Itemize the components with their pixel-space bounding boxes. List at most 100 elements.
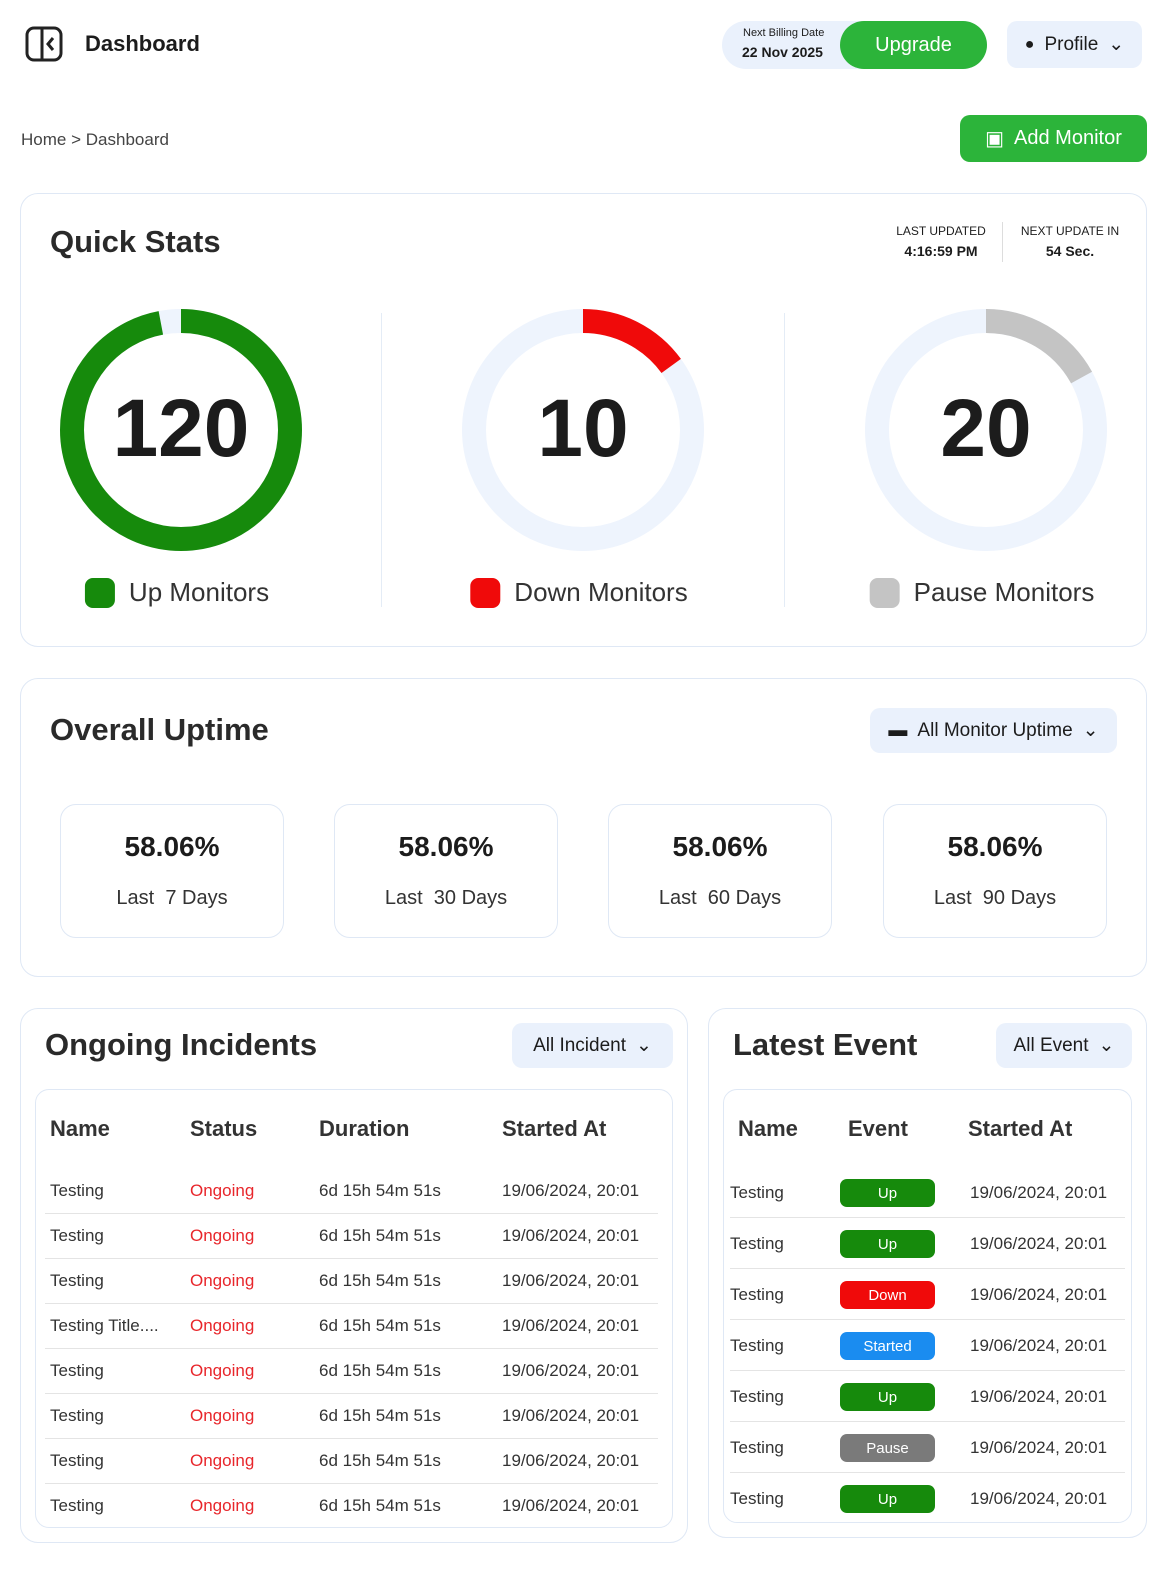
quick-stats-title: Quick Stats <box>50 224 221 259</box>
column-header: Name <box>50 1116 110 1141</box>
cell: Testing <box>50 1226 104 1245</box>
profile-text: Profile <box>1044 33 1099 55</box>
legend-swatch <box>869 578 900 608</box>
crumb-sep: > <box>71 130 82 149</box>
cell: 19/06/2024, 20:01 <box>970 1336 1108 1355</box>
uptime-box: 58.06% Last 30 Days <box>334 804 558 938</box>
add-monitor-text: Add Monitor <box>1014 127 1122 149</box>
cell: Testing <box>730 1387 784 1406</box>
uptime-percent: 58.06% <box>672 831 768 862</box>
cell: Testing <box>50 1181 104 1200</box>
uptime-period: Last 30 Days <box>384 887 508 909</box>
cell: Ongoing <box>190 1451 255 1470</box>
row-divider <box>730 1472 1125 1473</box>
column-header: Started At <box>502 1116 607 1141</box>
billing-label: Next Billing Date <box>743 27 825 39</box>
cell: Ongoing <box>190 1496 255 1515</box>
row-divider <box>45 1483 658 1484</box>
cell: Ongoing <box>190 1271 255 1290</box>
legend-swatch <box>470 578 501 608</box>
row-divider <box>730 1217 1125 1218</box>
row-divider <box>730 1268 1125 1269</box>
cell: 19/06/2024, 20:01 <box>502 1181 640 1200</box>
event-badge: Down <box>840 1281 935 1309</box>
cell: Testing <box>730 1336 784 1355</box>
cell: 19/06/2024, 20:01 <box>502 1316 640 1335</box>
cell: Ongoing <box>190 1316 255 1335</box>
cell: 19/06/2024, 20:01 <box>970 1387 1108 1406</box>
event-badge: Up <box>840 1179 935 1207</box>
incidents-title: Ongoing Incidents <box>45 1027 318 1062</box>
upgrade-button[interactable]: Upgrade <box>840 21 987 69</box>
gauge-arc <box>60 309 302 551</box>
cell: 19/06/2024, 20:01 <box>502 1226 640 1245</box>
gauge-value: 120 <box>113 383 250 474</box>
cell: Testing <box>730 1285 784 1304</box>
row-divider <box>730 1319 1125 1320</box>
event-badge: Up <box>840 1230 935 1258</box>
row-divider <box>45 1303 658 1304</box>
uptime-percent: 58.06% <box>398 831 494 862</box>
cell: Ongoing <box>190 1226 255 1245</box>
last-updated-label: LAST UPDATED <box>896 224 986 238</box>
uptime-percent: 58.06% <box>124 831 220 862</box>
row-divider <box>45 1438 658 1439</box>
cell: 6d 15h 54m 51s <box>319 1406 441 1425</box>
uptime-filter[interactable]: ▬ All Monitor Uptime ⌄ <box>870 708 1117 753</box>
cell: Testing <box>50 1406 104 1425</box>
cell: 19/06/2024, 20:01 <box>502 1361 640 1380</box>
cell: 6d 15h 54m 51s <box>319 1451 441 1470</box>
uptime-filter-text: All Monitor Uptime <box>917 719 1073 741</box>
divider <box>1002 222 1003 262</box>
uptime-box: 58.06% Last 90 Days <box>883 804 1107 938</box>
row-divider <box>45 1348 658 1349</box>
cell: 19/06/2024, 20:01 <box>970 1285 1108 1304</box>
cell: Testing Title.... <box>50 1316 159 1335</box>
cell: 19/06/2024, 20:01 <box>970 1183 1108 1202</box>
cell: 6d 15h 54m 51s <box>319 1226 441 1245</box>
cell: 19/06/2024, 20:01 <box>970 1489 1108 1508</box>
gauge-value: 10 <box>537 383 628 474</box>
add-monitor-button[interactable]: ▣ Add Monitor <box>960 115 1147 162</box>
cell: 6d 15h 54m 51s <box>319 1361 441 1380</box>
breadcrumb: Home > Dashboard <box>21 130 169 150</box>
row-divider <box>45 1258 658 1259</box>
cell: Ongoing <box>190 1406 255 1425</box>
cell: 19/06/2024, 20:01 <box>502 1271 640 1290</box>
cell: 19/06/2024, 20:01 <box>502 1496 640 1515</box>
row-divider <box>730 1421 1125 1422</box>
event-filter-text: All Event <box>1013 1034 1089 1056</box>
logo <box>25 26 63 62</box>
crumb-home[interactable]: Home <box>21 130 67 149</box>
gauge-arc <box>865 309 1107 551</box>
incidents-table <box>35 1089 673 1528</box>
column-header: Duration <box>319 1116 410 1141</box>
uptime-period: Last 60 Days <box>658 887 782 909</box>
gauge-arc <box>462 309 704 551</box>
cell: 19/06/2024, 20:01 <box>970 1234 1108 1253</box>
cell: 19/06/2024, 20:01 <box>502 1451 640 1470</box>
row-divider <box>45 1213 658 1214</box>
cell: Testing <box>50 1451 104 1470</box>
quick-stats-card <box>20 193 1147 647</box>
gauge-label: Down Monitors <box>514 577 687 607</box>
cell: Testing <box>50 1271 104 1290</box>
incident-filter[interactable]: All Incident ⌄ <box>512 1023 673 1068</box>
row-divider <box>730 1370 1125 1371</box>
cell: Ongoing <box>190 1181 255 1200</box>
column-header: Status <box>190 1116 258 1141</box>
cell: Testing <box>730 1438 784 1457</box>
column-header: Started At <box>968 1116 1073 1141</box>
event-filter[interactable]: All Event ⌄ <box>996 1023 1132 1068</box>
next-update: 54 Sec. <box>1045 243 1095 259</box>
profile-button[interactable]: ● Profile ⌄ <box>1007 21 1142 68</box>
event-badge: Started <box>840 1332 935 1360</box>
cell: Testing <box>730 1234 784 1253</box>
uptime-title: Overall Uptime <box>50 712 269 747</box>
event-badge: Pause <box>840 1434 935 1462</box>
event-badge: Up <box>840 1485 935 1513</box>
column-header: Event <box>848 1116 908 1141</box>
divider <box>784 313 785 607</box>
uptime-box: 58.06% Last 60 Days <box>608 804 832 938</box>
cell: Testing <box>730 1489 784 1508</box>
